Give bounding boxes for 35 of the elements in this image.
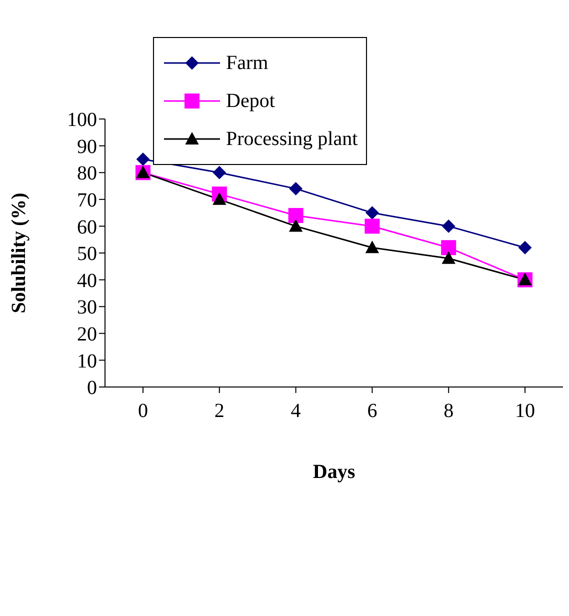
legend-label: Farm <box>226 52 268 74</box>
y-tick-label: 30 <box>77 296 97 319</box>
point <box>442 252 456 264</box>
y-tick-label: 90 <box>77 136 97 158</box>
point <box>366 241 379 254</box>
y-tick-label: 40 <box>77 270 97 292</box>
point <box>518 241 532 254</box>
x-tick-label: 8 <box>444 400 454 422</box>
point <box>442 220 456 233</box>
x-axis-title: Days <box>312 461 356 483</box>
point <box>212 192 226 205</box>
y-tick-label: 60 <box>77 216 97 238</box>
point <box>289 182 302 196</box>
y-tick-label: 10 <box>77 350 97 372</box>
point <box>364 218 380 234</box>
x-tick-label: 0 <box>138 400 148 422</box>
legend-label: Depot <box>226 90 275 112</box>
point <box>212 166 226 180</box>
point <box>289 220 302 232</box>
x-tick-label: 10 <box>515 400 535 422</box>
x-tick-label: 2 <box>214 400 224 422</box>
point <box>441 240 456 256</box>
y-tick-label: 0 <box>87 377 97 400</box>
point <box>288 208 304 223</box>
y-tick-label: 20 <box>77 324 97 346</box>
y-tick-label: 80 <box>77 162 97 185</box>
point <box>136 152 150 166</box>
y-tick-label: 50 <box>77 243 97 266</box>
y-tick-label: 100 <box>67 109 97 132</box>
x-tick-label: 4 <box>290 400 301 422</box>
y-tick-label: 70 <box>77 190 97 212</box>
point <box>366 206 379 220</box>
legend-label: Processing plant <box>226 128 358 150</box>
y-axis-title: Solubility (%) <box>8 192 30 314</box>
x-tick-label: 6 <box>367 400 378 422</box>
